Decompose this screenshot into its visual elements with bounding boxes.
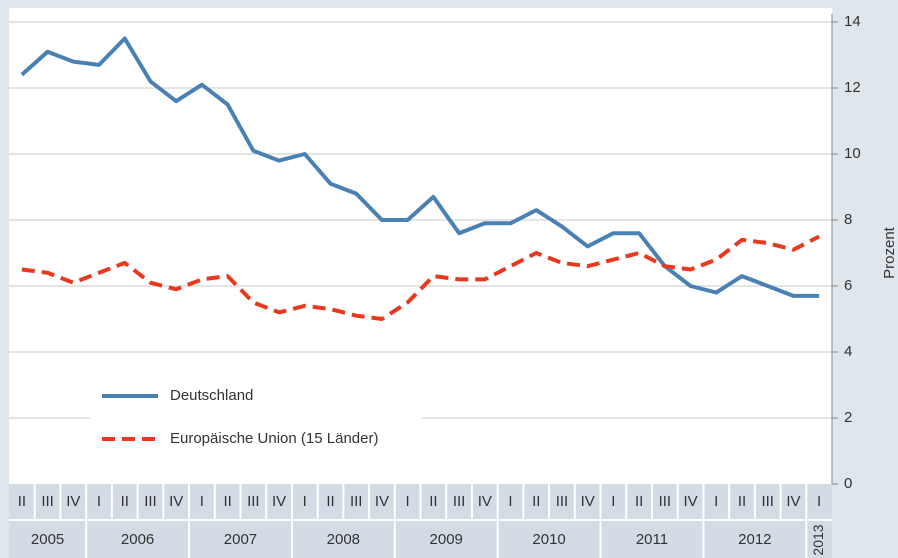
x-tick-label: II xyxy=(326,493,334,510)
x-tick-label: IV xyxy=(375,493,389,510)
x-tick-label: IV xyxy=(683,493,697,510)
y-tick-label: 4 xyxy=(844,343,852,360)
legend-box xyxy=(90,372,422,462)
legend-label: Europäische Union (15 Länder) xyxy=(170,430,378,447)
y-tick-label: 12 xyxy=(844,79,861,96)
year-label: 2011 xyxy=(636,531,668,548)
x-tick-label: II xyxy=(18,493,26,510)
y-tick-label: 2 xyxy=(844,409,852,426)
x-tick-label: IV xyxy=(169,493,183,510)
x-tick-label: III xyxy=(556,493,569,510)
year-label: 2005 xyxy=(31,531,64,548)
series-line xyxy=(21,234,821,321)
x-tick-label: I xyxy=(508,493,512,510)
year-label: 2013 xyxy=(810,524,826,555)
series-line xyxy=(20,36,820,298)
x-tick-label: III xyxy=(453,493,466,510)
x-tick-label: I xyxy=(817,493,821,510)
x-tick-label: II xyxy=(223,493,231,510)
y-tick-label: 6 xyxy=(844,277,852,294)
x-tick-label: IV xyxy=(272,493,286,510)
x-tick-label: I xyxy=(200,493,204,510)
x-tick-label: III xyxy=(659,493,672,510)
x-tick-label: III xyxy=(350,493,363,510)
year-label: 2008 xyxy=(327,531,360,548)
year-label: 2012 xyxy=(738,531,771,548)
y-tick-label: 14 xyxy=(844,13,861,30)
x-tick-label: II xyxy=(429,493,437,510)
year-label: 2006 xyxy=(121,531,154,548)
x-tick-label: III xyxy=(41,493,54,510)
x-tick-label: II xyxy=(738,493,746,510)
x-tick-label: IV xyxy=(66,493,80,510)
x-tick-label: II xyxy=(532,493,540,510)
x-tick-label: I xyxy=(714,493,718,510)
x-tick-label: II xyxy=(121,493,129,510)
x-tick-label: I xyxy=(303,493,307,510)
y-tick-label: 10 xyxy=(844,145,861,162)
x-tick-label: I xyxy=(406,493,410,510)
year-label: 2009 xyxy=(430,531,463,548)
y-tick-label: 8 xyxy=(844,211,852,228)
year-label: 2010 xyxy=(532,531,565,548)
y-axis-label: Prozent xyxy=(881,226,898,279)
x-tick-label: III xyxy=(761,493,774,510)
x-tick-label: III xyxy=(247,493,260,510)
x-tick-label: II xyxy=(635,493,643,510)
x-tick-label: IV xyxy=(478,493,492,510)
x-tick-label: I xyxy=(611,493,615,510)
x-tick-label: IV xyxy=(786,493,800,510)
x-tick-label: III xyxy=(144,493,157,510)
x-tick-label: I xyxy=(97,493,101,510)
x-tick-label: IV xyxy=(581,493,595,510)
year-label: 2007 xyxy=(224,531,257,548)
y-tick-label: 0 xyxy=(844,475,852,492)
legend-label: Deutschland xyxy=(170,387,253,404)
